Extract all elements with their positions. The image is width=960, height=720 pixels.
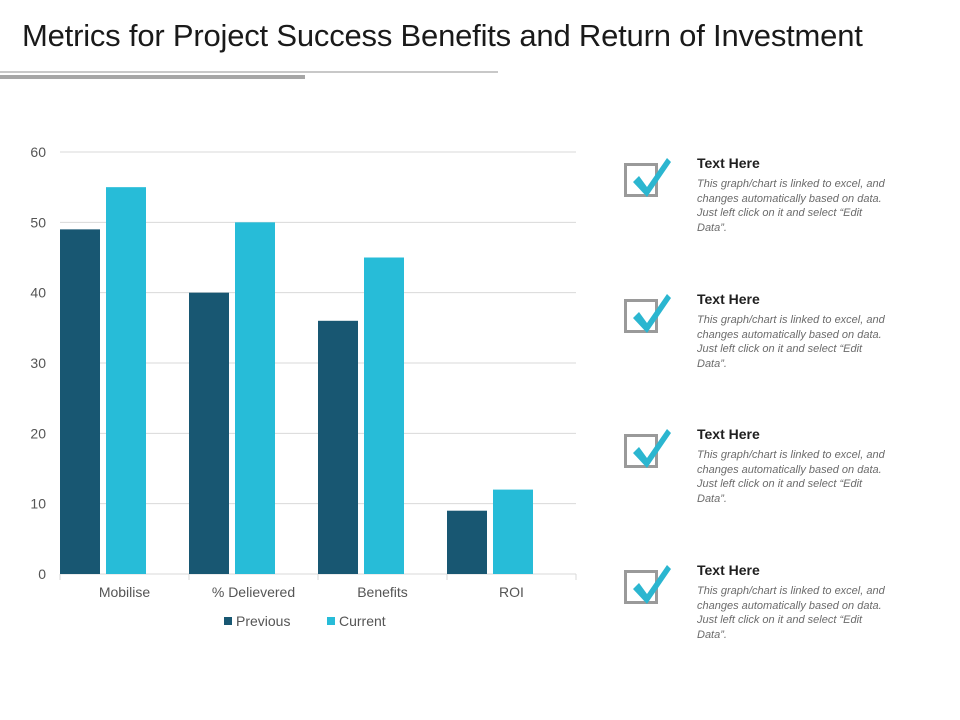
checkmark-icon [633,294,671,333]
bar-current-4[interactable] [493,489,533,574]
y-tick-label: 60 [30,144,46,160]
card-text: This graph/chart is linked to excel, and… [697,449,885,505]
checkmark-icon [633,565,671,604]
bar-previous-4[interactable] [447,510,487,574]
legend-label-current: Current [339,613,386,629]
x-tick-label: ROI [499,584,524,600]
card-text: This graph/chart is linked to excel, and… [697,314,885,370]
card-heading: Text Here [697,291,760,307]
legend-swatch-previous [224,617,232,625]
bar-previous-3[interactable] [318,320,358,574]
y-tick-label: 0 [38,566,46,582]
info-card-2: Text Here This graph/chart is linked to … [622,291,892,401]
card-heading: Text Here [697,562,760,578]
page-title: Metrics for Project Success Benefits and… [22,18,863,53]
x-tick-label: Mobilise [99,584,151,600]
y-tick-label: 30 [30,355,46,371]
legend-swatch-current [327,617,335,625]
info-card-3: Text Here This graph/chart is linked to … [622,426,892,536]
legend-label-previous: Previous [236,613,290,629]
bar-chart[interactable]: 0 10 20 30 40 50 60 Mobilise % Delievered Benefit… [0,130,600,650]
card-text: This graph/chart is linked to excel, and… [697,178,885,234]
title-underline-dark [0,75,305,79]
y-tick-label: 10 [30,496,46,512]
card-heading: Text Here [697,155,760,171]
info-card-1: Text Here This graph/chart is linked to … [622,155,892,265]
checkmark-icon [633,158,671,197]
x-tick-label: Benefits [357,584,408,600]
bar-previous-1[interactable] [60,229,100,574]
y-tick-label: 20 [30,425,46,441]
bar-current-2[interactable] [235,222,275,574]
y-tick-label: 50 [30,214,46,230]
info-card-4: Text Here This graph/chart is linked to … [622,562,892,672]
title-underline-light [0,71,498,73]
bar-current-1[interactable] [106,187,146,574]
card-text: This graph/chart is linked to excel, and… [697,585,885,641]
card-heading: Text Here [697,426,760,442]
checkmark-icon [633,429,671,468]
y-tick-label: 40 [30,285,46,301]
x-tick-label: % Delievered [212,584,295,600]
bar-previous-2[interactable] [189,292,229,574]
bar-current-3[interactable] [364,257,404,575]
